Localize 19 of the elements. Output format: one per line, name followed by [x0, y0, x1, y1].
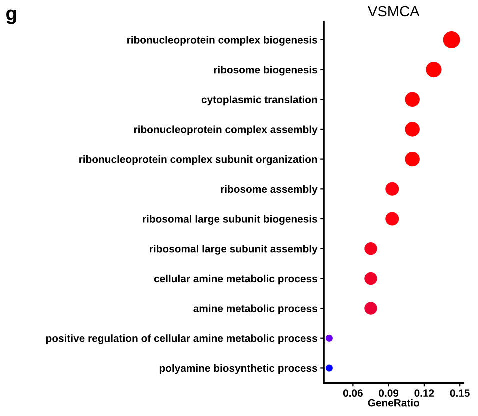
y-tick-label: ribonucleoprotein complex subunit organization [80, 156, 318, 166]
x-axis-title: GeneRatio [368, 399, 420, 407]
y-tick-label: polyamine biosynthetic process [160, 364, 318, 374]
chart-title: VSMCA [368, 6, 420, 17]
y-tick-label: ribonucleoprotein complex biogenesis [128, 36, 318, 46]
y-tick-label: ribosome assembly [221, 185, 318, 196]
x-tick-label: 0.12 [414, 390, 434, 398]
y-tick-label: cellular amine metabolic process [154, 274, 318, 285]
text: g [6, 10, 16, 24]
x-tick-label: 0.06 [343, 390, 363, 398]
y-tick-label: positive regulation of cellular amine metabolic process [46, 334, 318, 344]
y-tick-label: ribonucleoprotein complex assembly [134, 126, 318, 136]
x-tick-label: 0.15 [450, 390, 470, 398]
y-tick-label: amine metabolic process [194, 304, 318, 314]
y-tick-label: ribosomal large subunit assembly [150, 245, 318, 255]
y-tick-label: ribosome biogenesis [214, 66, 318, 76]
y-tick-label: cytoplasmic translation [202, 96, 318, 106]
y-tick-label: ribosomal large subunit biogenesis [143, 215, 318, 225]
x-tick-label: 0.09 [379, 390, 399, 398]
